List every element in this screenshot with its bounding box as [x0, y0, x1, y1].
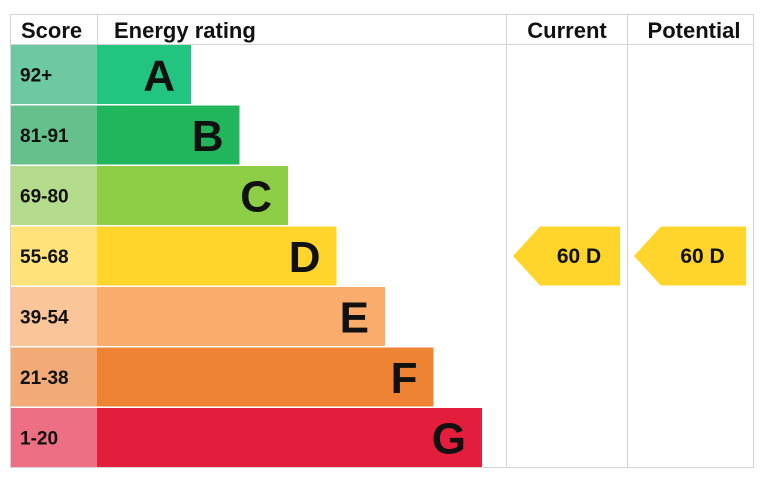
score-range-c: 69-80: [20, 187, 69, 208]
potential-rating-pointer: [634, 226, 746, 286]
band-bar-g: [97, 408, 482, 467]
score-range-f: 21-38: [20, 368, 69, 389]
band-bar-c: [97, 166, 288, 225]
band-letter-f: F: [391, 354, 418, 403]
band-letter-e: E: [340, 294, 369, 343]
score-cell-d: [11, 226, 97, 286]
score-range-e: 39-54: [20, 308, 69, 329]
current-rating-pointer: [513, 226, 620, 286]
rating-bands: 92+ A 81-91 B 69-80 C 55-68 D 39-54 E 21-38 F 1-20 G: [11, 45, 482, 467]
band-letter-d: D: [289, 233, 321, 282]
potential-rating-label: 60 D: [680, 245, 724, 268]
score-cell-f: [11, 347, 97, 407]
score-range-a: 92+: [20, 66, 52, 87]
band-bar-d: [97, 226, 337, 286]
score-header: Score: [21, 18, 82, 43]
score-cell-c: [11, 166, 97, 225]
band-letter-g: G: [432, 415, 466, 464]
score-cell-e: [11, 287, 97, 346]
score-cell-b: [11, 105, 97, 165]
chart-frame: [10, 14, 754, 468]
rating-pointers: 60 D 60 D: [513, 226, 746, 286]
band-bar-e: [97, 287, 385, 346]
current-rating-label: 60 D: [557, 245, 601, 268]
current-header: Current: [527, 18, 607, 43]
band-letter-b: B: [192, 112, 224, 161]
potential-header: Potential: [648, 18, 741, 43]
band-bar-b: [97, 105, 240, 165]
score-range-d: 55-68: [20, 247, 69, 268]
band-bar-a: [97, 45, 191, 104]
band-letter-a: A: [143, 52, 175, 101]
score-cell-g: [11, 408, 97, 467]
score-range-b: 81-91: [20, 126, 69, 147]
score-range-g: 1-20: [20, 429, 58, 450]
band-bar-f: [97, 347, 434, 407]
score-cell-a: [11, 45, 97, 104]
energy-rating-header: Energy rating: [114, 18, 256, 43]
band-letter-c: C: [240, 173, 272, 222]
